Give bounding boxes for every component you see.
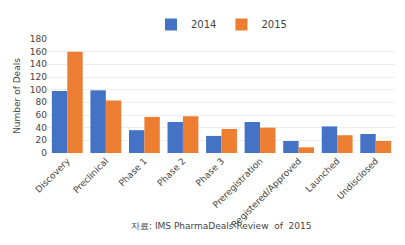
svg-text:80: 80 [36, 97, 48, 107]
svg-text:0: 0 [41, 148, 47, 158]
svg-text:180: 180 [30, 34, 47, 44]
svg-text:자료: IMS PharmaDeals Review of: 자료: IMS PharmaDeals Review of 2015 [131, 221, 312, 231]
svg-text:40: 40 [36, 123, 48, 133]
svg-text:100: 100 [30, 85, 47, 95]
svg-text:Preregistration: Preregistration [211, 156, 265, 210]
svg-text:2014: 2014 [191, 19, 216, 30]
svg-text:Registered/Approved: Registered/Approved [229, 156, 303, 230]
svg-text:60: 60 [36, 110, 48, 120]
svg-text:Phase 2: Phase 2 [155, 156, 187, 188]
svg-text:20: 20 [36, 135, 48, 145]
svg-text:Preclinical: Preclinical [71, 156, 110, 195]
svg-text:Undisclosed: Undisclosed [335, 156, 380, 201]
svg-text:Phase 3: Phase 3 [194, 156, 226, 188]
svg-text:Phase 1: Phase 1 [117, 156, 149, 188]
svg-text:160: 160 [30, 47, 47, 57]
svg-text:Launched: Launched [304, 156, 342, 194]
svg-text:140: 140 [30, 59, 47, 69]
svg-text:2015: 2015 [261, 19, 286, 30]
svg-text:120: 120 [30, 72, 47, 82]
svg-text:Number of Deals: Number of Deals [12, 58, 22, 134]
svg-text:Discovery: Discovery [33, 156, 72, 195]
